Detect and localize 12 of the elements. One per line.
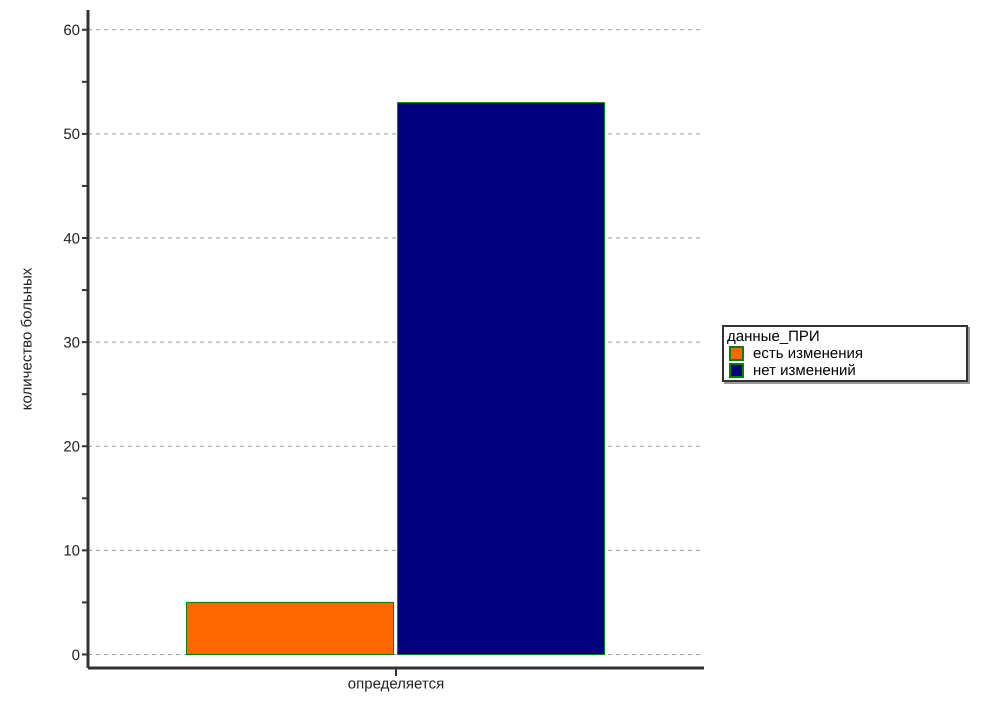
- y-tick-label: 40: [63, 230, 80, 248]
- legend-label: нет изменений: [753, 362, 856, 378]
- x-tick-label: определяется: [348, 676, 444, 693]
- y-tick-label: 30: [63, 334, 80, 352]
- y-tick-label: 0: [72, 646, 80, 664]
- legend-title: данные_ПРИ: [727, 328, 821, 344]
- y-tick-label: 50: [63, 126, 80, 144]
- y-tick-label: 10: [63, 542, 80, 560]
- legend-label: есть изменения: [753, 344, 864, 362]
- y-tick-label: 60: [63, 22, 80, 40]
- y-axis-title: количество больных: [18, 267, 36, 410]
- y-tick-label: 20: [63, 438, 80, 456]
